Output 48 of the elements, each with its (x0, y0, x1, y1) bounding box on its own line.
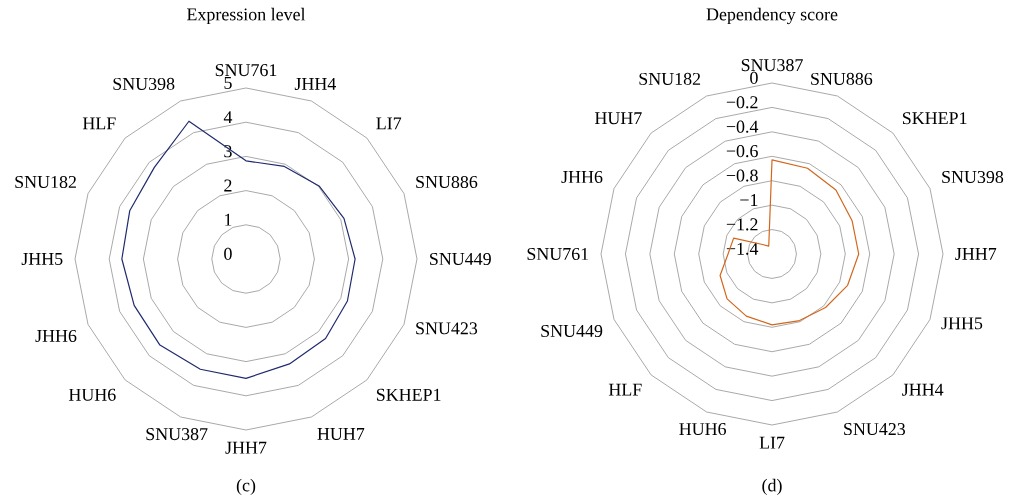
spoke-label: JHH7 (955, 248, 997, 260)
spoke-label: SNU182 (15, 175, 76, 189)
spoke-label: JHH5 (941, 317, 983, 330)
spoke-label: HLF (608, 383, 642, 396)
y-tick-label: −0.6 (726, 145, 758, 158)
spoke-label: SNU423 (844, 423, 906, 436)
y-tick-label: 5 (224, 76, 232, 89)
spoke-label: SNU387 (146, 428, 208, 441)
spoke-label: SNU886 (416, 175, 478, 189)
spoke-label: SNU449 (541, 324, 603, 337)
spoke-label: HUH6 (679, 423, 727, 436)
spoke-label: SNU423 (416, 322, 478, 335)
spoke-label: JHH5 (21, 253, 63, 265)
y-tick-label: 0 (224, 247, 232, 260)
spoke-label: SNU886 (811, 72, 873, 85)
spoke-label: SNU761 (215, 64, 277, 77)
y-tick-label: −0.4 (726, 120, 759, 133)
chart-title: Expression level (187, 7, 306, 25)
y-tick-label: 0 (750, 71, 758, 84)
spoke-label: HUH7 (317, 428, 365, 440)
spoke-label: LI7 (759, 436, 785, 449)
spoke-label: SNU761 (527, 247, 589, 261)
spoke-label: SNU449 (430, 252, 491, 266)
spoke-label: HLF (82, 117, 116, 130)
text: (c) (236, 478, 256, 496)
spoke-label: SKHEP1 (902, 112, 967, 125)
spoke-label: LI7 (376, 117, 402, 130)
spoke-label: JHH7 (225, 441, 267, 454)
spoke-label: JHH6 (35, 329, 77, 342)
text: (d) (762, 478, 782, 496)
y-tick-label: −1.2 (726, 218, 758, 231)
spoke-label: SNU398 (942, 170, 1004, 184)
y-tick-label: −0.8 (726, 169, 758, 182)
spoke-label: JHH6 (561, 171, 603, 184)
spoke-label: JHH4 (902, 383, 944, 396)
spoke-label: SNU387 (741, 59, 803, 72)
spoke-label: SKHEP1 (376, 388, 441, 401)
y-tick-label: −1 (740, 194, 758, 206)
spoke-label: HUH6 (68, 388, 116, 401)
y-tick-label: −0.2 (726, 96, 758, 109)
y-tick-label: 4 (223, 111, 233, 123)
chart-title: Dependency score (706, 7, 838, 25)
spoke-label: HUH7 (594, 112, 642, 125)
y-tick-label: 1 (225, 213, 232, 226)
spoke-label: SNU398 (113, 77, 175, 90)
y-tick-label: 2 (224, 179, 232, 192)
spoke-label: SNU182 (639, 72, 701, 85)
spoke-label: JHH4 (294, 77, 336, 90)
